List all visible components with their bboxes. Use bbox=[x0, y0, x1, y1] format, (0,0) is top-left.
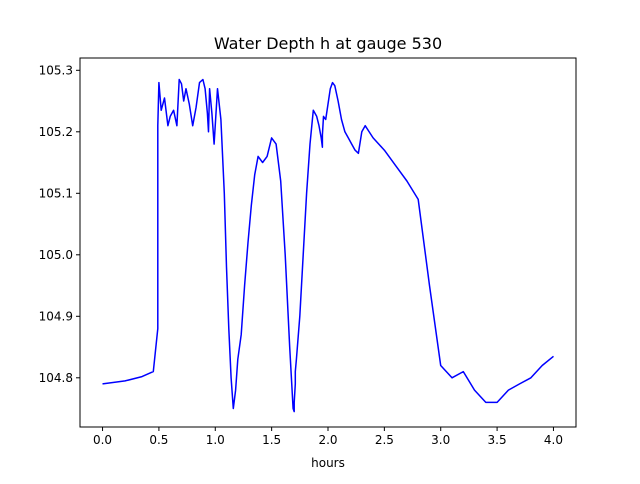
y-tick-label: 105.2 bbox=[39, 125, 73, 139]
x-tick-label: 0.0 bbox=[93, 433, 112, 447]
x-tick-label: 2.5 bbox=[375, 433, 394, 447]
plot-frame bbox=[79, 57, 577, 428]
y-tick-label: 105.3 bbox=[39, 63, 73, 77]
x-tick-label: 0.5 bbox=[149, 433, 168, 447]
x-tick-label: 1.5 bbox=[262, 433, 281, 447]
x-tick-label: 4.0 bbox=[544, 433, 563, 447]
y-tick-label: 104.8 bbox=[39, 371, 73, 385]
x-axis-ticks: 0.0 0.5 1.0 1.5 2.0 2.5 3.0 3.5 4.0 bbox=[93, 427, 563, 447]
x-tick-label: 1.0 bbox=[206, 433, 225, 447]
chart-title: Water Depth h at gauge 530 bbox=[214, 34, 442, 53]
x-axis-label: hours bbox=[311, 456, 345, 470]
y-tick-label: 105.1 bbox=[39, 186, 73, 200]
x-tick-label: 2.0 bbox=[318, 433, 337, 447]
series-line-0 bbox=[102, 78, 554, 413]
x-tick-label: 3.5 bbox=[488, 433, 507, 447]
x-tick-label: 3.0 bbox=[431, 433, 450, 447]
plot-area bbox=[102, 78, 554, 413]
y-axis-ticks: 104.8 104.9 105.0 105.1 105.2 105.3 bbox=[39, 63, 80, 385]
y-tick-label: 105.0 bbox=[39, 248, 73, 262]
y-tick-label: 104.9 bbox=[39, 309, 73, 323]
